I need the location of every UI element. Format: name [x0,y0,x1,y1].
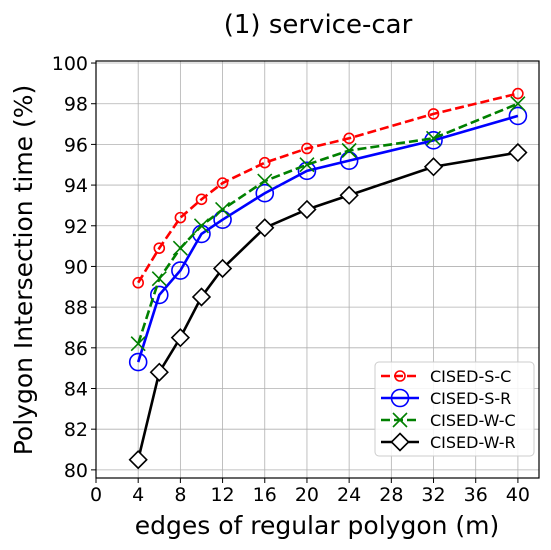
data-point [297,199,317,220]
data-point [151,271,167,287]
y-tick-label: 100 [52,53,88,75]
chart-title: (1) service-car [224,10,413,40]
legend-marker [394,370,406,382]
series-layer [128,87,528,470]
data-point [297,161,317,181]
data-point [257,173,273,189]
legend-box [374,361,535,457]
y-tick-label: 84 [64,378,88,400]
data-point [195,193,208,206]
x-tick-label: 12 [210,484,234,506]
data-point [132,276,144,289]
y-tick-label: 92 [64,216,88,238]
data-point [171,261,190,280]
data-point [301,142,313,155]
data-point [174,211,187,224]
x-axis-label: edges of regular polygon (m) [135,511,500,540]
y-tick-label: 90 [64,256,88,278]
x-tick-label: 16 [253,484,277,506]
legend-label: CISED-S-C [430,367,511,386]
data-point [191,287,212,307]
data-point [339,151,359,170]
data-point [258,156,271,169]
data-point [423,157,444,177]
data-point [255,218,275,238]
data-point [299,157,315,173]
data-point [341,142,357,159]
data-point [149,362,169,382]
legend-item: CISED-S-R [381,388,511,408]
legend-marker [390,388,410,408]
series-line [137,92,519,284]
series-cised-w-r [128,142,528,470]
data-point [343,132,355,145]
data-point [255,183,275,203]
data-point [425,130,442,146]
data-point [128,450,148,470]
x-tick-label: 8 [174,484,186,506]
legend-label: CISED-S-R [430,389,511,408]
series-cised-w-c [130,96,526,352]
data-point [149,285,169,305]
data-point [508,142,528,163]
legend: CISED-S-C CISED-S-R CISED-W-C CISED-W-R [374,361,535,457]
data-point [193,218,210,234]
legend-marker [390,432,410,452]
data-point [212,258,233,279]
y-tick-label: 86 [64,338,88,360]
plot-frame [95,60,540,479]
x-tick-label: 36 [464,484,488,506]
data-point [153,242,166,254]
series-line [136,114,519,363]
legend-item: CISED-W-C [381,411,516,430]
y-axis-label: Polygon Intersection time (%) [9,85,38,456]
x-tick-label: 0 [90,484,102,506]
y-tick-label: 94 [64,175,88,197]
x-axis: 0 4 8 12 16 20 24 28 32 36 40 [90,478,530,506]
x-tick-label: 28 [379,484,403,506]
data-point [128,352,148,372]
data-point [216,177,229,189]
y-tick-label: 80 [64,460,88,482]
x-tick-label: 24 [337,484,361,506]
x-tick-label: 4 [132,484,144,506]
y-tick-label: 88 [64,297,88,319]
data-point [427,108,440,120]
data-point [339,185,359,205]
x-tick-label: 20 [295,484,319,506]
data-point [130,336,146,352]
y-tick-label: 96 [64,134,88,156]
data-point [213,210,232,229]
legend-marker [392,412,408,428]
data-point [512,87,524,100]
series-line [136,102,519,345]
legend-label: CISED-W-C [430,411,516,430]
series-line [136,151,519,460]
x-tick-label: 40 [506,484,530,506]
data-point [510,96,526,112]
data-point [170,328,191,348]
data-point [508,106,528,126]
legend-label: CISED-W-R [430,433,516,452]
y-tick-label: 82 [64,419,88,441]
data-point [172,240,188,256]
legend-item: CISED-W-R [381,432,516,452]
series-cised-s-c [132,87,524,289]
data-point [215,201,231,218]
x-tick-label: 32 [421,484,445,506]
y-tick-label: 98 [64,94,88,116]
legend-item: CISED-S-C [381,367,511,386]
y-axis: 80 82 84 86 88 90 92 94 96 98 100 [52,53,96,482]
